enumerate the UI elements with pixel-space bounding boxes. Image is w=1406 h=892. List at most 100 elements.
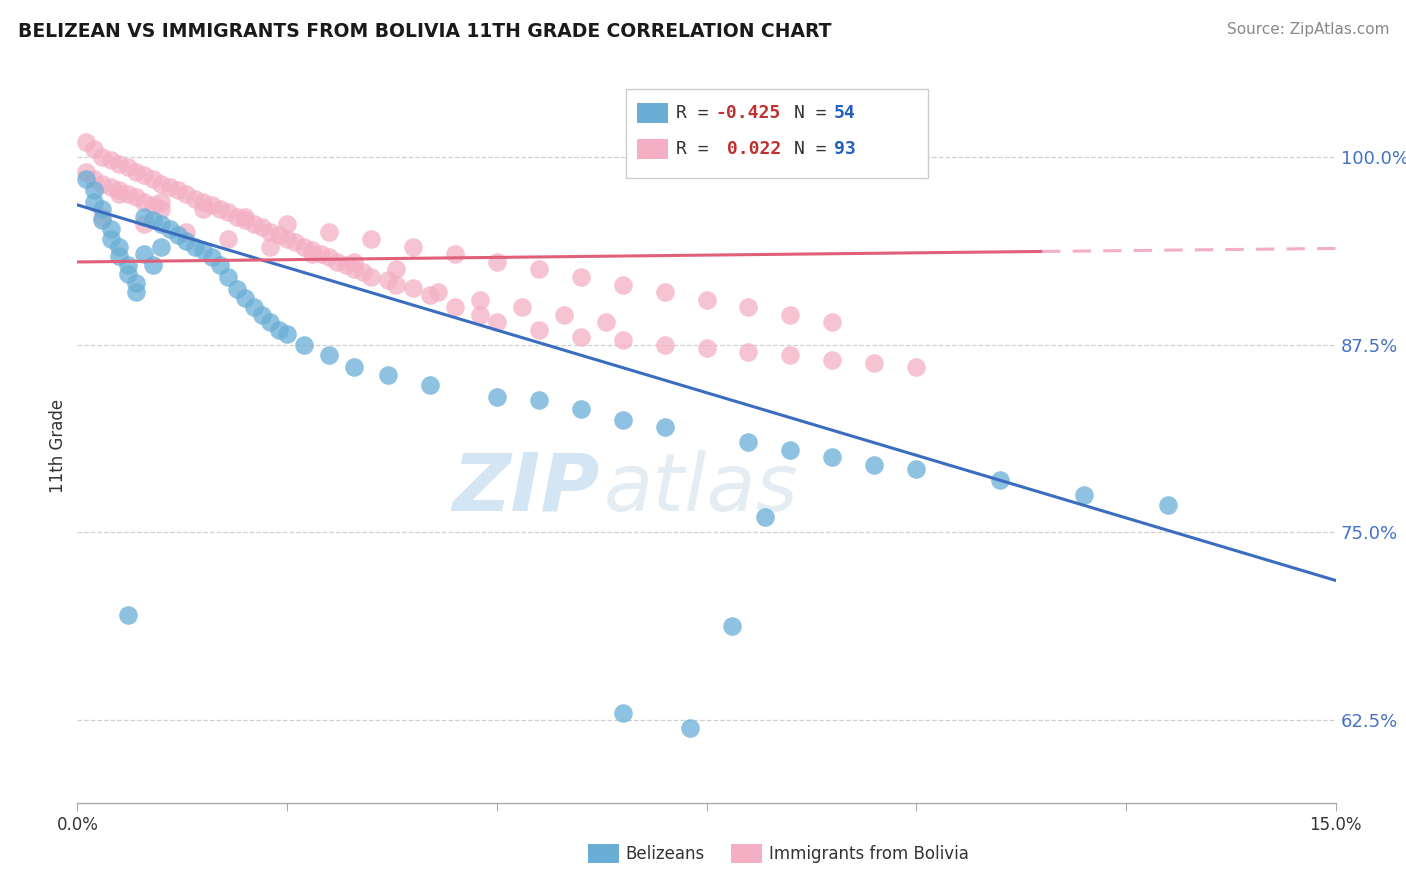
Point bbox=[134, 168, 156, 182]
Point bbox=[142, 172, 165, 186]
Point bbox=[142, 198, 165, 212]
Point bbox=[225, 282, 247, 296]
Point bbox=[737, 435, 759, 450]
Point bbox=[863, 356, 886, 370]
Point bbox=[292, 337, 315, 351]
Point bbox=[159, 222, 181, 236]
Point bbox=[569, 330, 592, 344]
Point bbox=[510, 300, 533, 314]
Text: 93: 93 bbox=[834, 140, 855, 158]
Text: 0.022: 0.022 bbox=[716, 140, 780, 158]
Point bbox=[485, 315, 508, 329]
Point bbox=[225, 210, 247, 224]
Point bbox=[485, 255, 508, 269]
Point bbox=[91, 210, 114, 224]
Point bbox=[377, 368, 399, 382]
Point bbox=[301, 243, 323, 257]
Text: Belizeans: Belizeans bbox=[626, 845, 704, 863]
Point bbox=[91, 213, 114, 227]
Point bbox=[208, 202, 231, 217]
Point bbox=[233, 291, 256, 305]
Point bbox=[654, 285, 676, 299]
Point bbox=[125, 285, 148, 299]
Point bbox=[208, 258, 231, 272]
Point bbox=[284, 235, 307, 250]
Point bbox=[905, 360, 928, 375]
Point bbox=[125, 190, 148, 204]
Point bbox=[150, 202, 173, 217]
Point bbox=[385, 277, 408, 292]
Point bbox=[569, 402, 592, 417]
Point bbox=[1073, 488, 1095, 502]
Point bbox=[754, 510, 776, 524]
Point bbox=[150, 240, 173, 254]
Point bbox=[988, 473, 1011, 487]
Point bbox=[191, 194, 215, 209]
Text: N =: N = bbox=[794, 104, 838, 122]
Point bbox=[176, 187, 198, 202]
Point bbox=[100, 222, 122, 236]
Point bbox=[117, 187, 139, 202]
Point bbox=[679, 721, 702, 735]
Point bbox=[259, 225, 281, 239]
Point bbox=[259, 315, 281, 329]
Point bbox=[150, 218, 173, 232]
Point bbox=[108, 249, 131, 263]
Point bbox=[142, 258, 165, 272]
Point bbox=[75, 172, 97, 186]
Point bbox=[91, 150, 114, 164]
Point bbox=[217, 270, 239, 285]
Text: ZIP: ZIP bbox=[453, 450, 599, 528]
Point bbox=[134, 247, 156, 261]
Point bbox=[527, 393, 550, 408]
Point bbox=[343, 255, 366, 269]
Point bbox=[108, 240, 131, 254]
Point bbox=[1157, 499, 1180, 513]
Point bbox=[242, 300, 264, 314]
Point bbox=[242, 218, 264, 232]
Text: Source: ZipAtlas.com: Source: ZipAtlas.com bbox=[1226, 22, 1389, 37]
Point bbox=[737, 345, 759, 359]
Point bbox=[191, 243, 215, 257]
Point bbox=[134, 218, 156, 232]
Point bbox=[184, 240, 207, 254]
Point bbox=[385, 262, 408, 277]
Y-axis label: 11th Grade: 11th Grade bbox=[49, 399, 67, 493]
Point bbox=[318, 251, 340, 265]
Point bbox=[250, 308, 273, 322]
Point bbox=[301, 247, 323, 261]
Point bbox=[779, 348, 801, 362]
Point bbox=[125, 276, 148, 290]
Point bbox=[402, 280, 425, 294]
Point bbox=[292, 240, 315, 254]
Point bbox=[75, 165, 97, 179]
Point bbox=[821, 450, 844, 465]
Point bbox=[427, 285, 450, 299]
Text: Immigrants from Bolivia: Immigrants from Bolivia bbox=[769, 845, 969, 863]
Point bbox=[117, 607, 139, 622]
Point bbox=[779, 442, 801, 457]
Point bbox=[720, 618, 742, 632]
Point bbox=[468, 308, 491, 322]
Point bbox=[125, 165, 148, 179]
Point bbox=[159, 179, 181, 194]
Point bbox=[821, 352, 844, 367]
Point bbox=[360, 232, 382, 246]
Point bbox=[343, 262, 366, 277]
Point bbox=[905, 462, 928, 476]
Point bbox=[91, 177, 114, 191]
Point bbox=[108, 183, 131, 197]
Point bbox=[343, 360, 366, 375]
Point bbox=[117, 258, 139, 272]
Point bbox=[612, 333, 634, 347]
Point bbox=[402, 240, 425, 254]
Point bbox=[654, 420, 676, 434]
Point bbox=[233, 213, 256, 227]
Point bbox=[100, 153, 122, 167]
Point bbox=[779, 308, 801, 322]
Point bbox=[83, 183, 105, 197]
Point bbox=[485, 390, 508, 404]
Point bbox=[318, 348, 340, 362]
Point bbox=[176, 234, 198, 248]
Point bbox=[612, 413, 634, 427]
